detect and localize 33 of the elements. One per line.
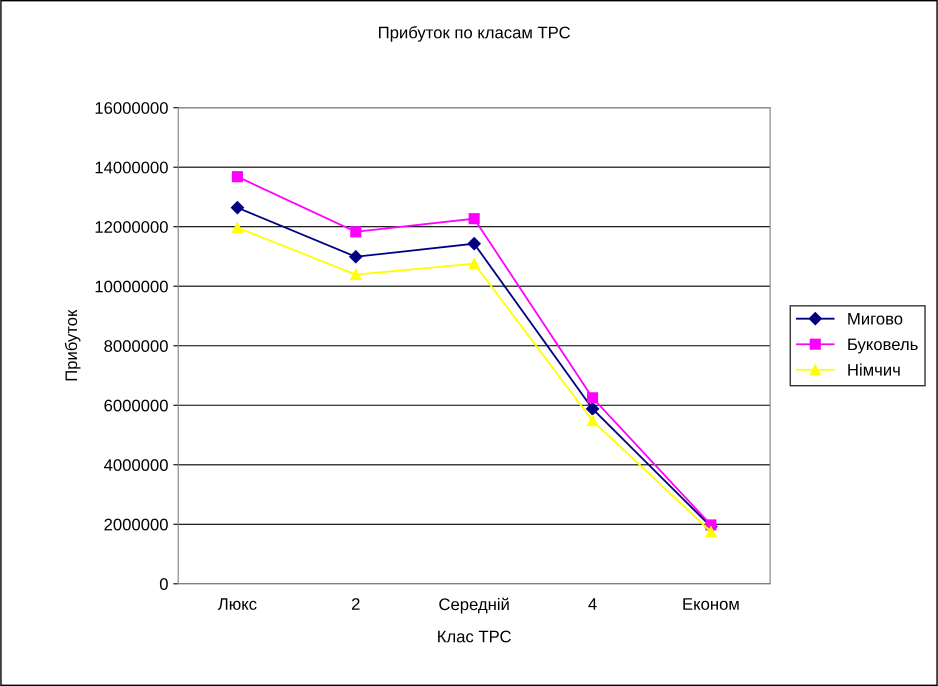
y-tick-label: 16000000 — [96, 102, 168, 114]
y-tick-label: 6000000 — [104, 400, 168, 412]
x-tick-label: 4 — [588, 598, 597, 610]
y-tick-label: 2000000 — [104, 518, 168, 530]
y-tick-label: 10000000 — [96, 280, 168, 292]
y-tick-label: 0 — [160, 578, 168, 590]
x-tick-label: Економ — [683, 598, 739, 610]
point — [468, 258, 480, 270]
x-tick-label: Люкс — [218, 598, 257, 610]
legend-label: Буковель — [848, 338, 918, 354]
y-tick-label: 8000000 — [104, 340, 168, 352]
point — [586, 415, 598, 426]
chart-title: Прибуток по класам ТРС — [379, 26, 570, 42]
x-tick-label: Середній — [439, 598, 509, 614]
x-axis-title: Клас ТРС — [438, 630, 511, 642]
point — [586, 402, 600, 416]
y-tick-label: 4000000 — [104, 459, 168, 471]
y-tick-label: 12000000 — [96, 221, 168, 233]
point — [468, 237, 481, 250]
point — [349, 250, 362, 264]
point — [468, 213, 480, 224]
y-tick-label: 14000000 — [96, 162, 168, 174]
point — [232, 222, 243, 234]
legend-label: Німчич — [848, 364, 900, 376]
point — [705, 526, 716, 538]
point — [232, 171, 243, 182]
y-axis-title: Прибуток — [64, 310, 80, 380]
legend-label: Мигово — [848, 313, 902, 325]
point — [350, 226, 362, 238]
point — [350, 269, 362, 280]
point — [586, 392, 598, 404]
x-tick-label: 2 — [352, 598, 360, 610]
point — [230, 201, 244, 214]
